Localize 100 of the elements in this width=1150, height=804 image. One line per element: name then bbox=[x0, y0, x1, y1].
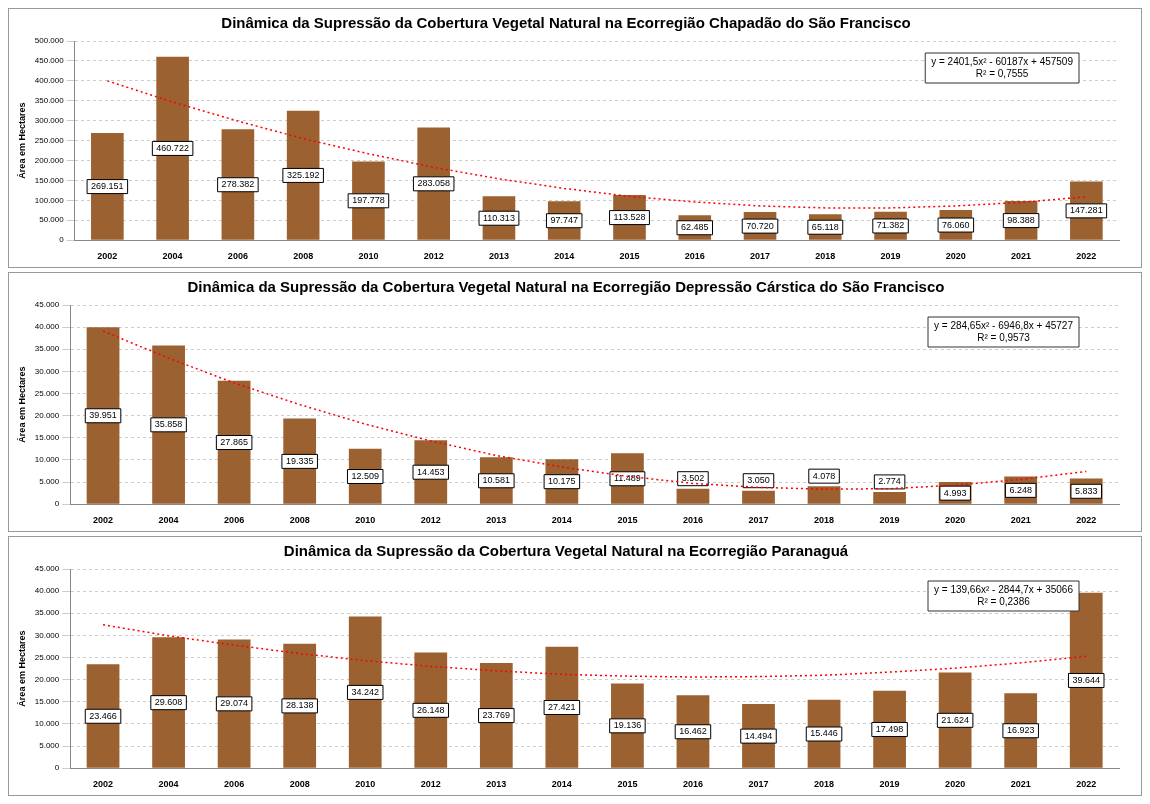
data-label: 15.446 bbox=[810, 728, 838, 739]
y-tick-label: 10.000 bbox=[34, 719, 60, 729]
y-tick-label: 150.000 bbox=[34, 175, 65, 185]
data-label: 2.774 bbox=[878, 476, 901, 487]
x-tick-label: 2021 bbox=[1010, 779, 1031, 790]
data-label: 325.192 bbox=[286, 169, 320, 180]
y-tick-label: 0 bbox=[54, 499, 60, 509]
x-tick-label: 2019 bbox=[880, 251, 901, 262]
x-tick-label: 2015 bbox=[617, 515, 638, 526]
annotation: y = 2401,5x² - 60187x + 457509 bbox=[931, 55, 1074, 67]
y-tick-label: 15.000 bbox=[34, 433, 60, 442]
data-label: 14.494 bbox=[744, 730, 773, 741]
x-tick-label: 2004 bbox=[158, 779, 179, 790]
data-label: 65.118 bbox=[811, 221, 839, 232]
y-tick-label: 40.000 bbox=[34, 586, 60, 596]
y-tick-label: 10.000 bbox=[34, 455, 60, 465]
x-tick-label: 2017 bbox=[750, 251, 771, 262]
x-tick-label: 2020 bbox=[945, 779, 966, 790]
x-tick-label: 2019 bbox=[879, 515, 900, 526]
y-tick-label: 350.000 bbox=[34, 95, 65, 105]
bar bbox=[156, 56, 189, 240]
data-label: 3.502 bbox=[681, 473, 705, 484]
y-tick-label: 0 bbox=[59, 235, 65, 245]
x-tick-label: 2010 bbox=[355, 779, 376, 790]
y-tick-label: 30.000 bbox=[34, 630, 60, 640]
bar bbox=[676, 488, 710, 504]
data-label: 19.335 bbox=[285, 455, 314, 466]
x-tick-label: 2022 bbox=[1076, 515, 1097, 526]
x-tick-label: 2012 bbox=[423, 251, 444, 262]
bar bbox=[742, 490, 775, 504]
x-tick-label: 2012 bbox=[420, 779, 441, 790]
data-label: 35.858 bbox=[154, 419, 183, 430]
data-label: 23.466 bbox=[89, 710, 117, 721]
x-tick-label: 2008 bbox=[289, 515, 310, 526]
x-tick-label: 2022 bbox=[1076, 779, 1097, 790]
data-label: 98.388 bbox=[1007, 215, 1035, 226]
data-label: 269.151 bbox=[91, 181, 124, 192]
chart-title: Dinâmica da Supressão da Cobertura Vegetal Natural na Ecorregião Chapadão do São Francisco bbox=[221, 14, 911, 32]
data-label: 5.833 bbox=[1074, 485, 1098, 496]
x-tick-label: 2004 bbox=[162, 251, 183, 262]
x-tick-label: 2015 bbox=[619, 251, 640, 262]
y-tick-label: 20.000 bbox=[34, 410, 60, 420]
x-tick-label: 2006 bbox=[224, 515, 245, 526]
annotation: y = 139,66x² - 2844,7x + 35066 bbox=[934, 583, 1074, 595]
data-label: 16.462 bbox=[679, 726, 707, 737]
x-tick-label: 2002 bbox=[93, 515, 114, 526]
y-tick-label: 40.000 bbox=[34, 322, 60, 332]
y-tick-label: 45.000 bbox=[34, 564, 60, 574]
data-label: 39.644 bbox=[1072, 674, 1100, 685]
x-tick-label: 2016 bbox=[682, 779, 703, 790]
x-tick-label: 2006 bbox=[227, 251, 248, 262]
x-tick-label: 2020 bbox=[945, 515, 966, 526]
data-label: 10.581 bbox=[482, 475, 511, 486]
x-tick-label: 2018 bbox=[814, 515, 835, 526]
data-label: 4.993 bbox=[943, 487, 967, 498]
data-label: 23.769 bbox=[482, 710, 511, 721]
data-label: 6.248 bbox=[1009, 484, 1032, 495]
y-tick-label: 20.000 bbox=[34, 674, 60, 684]
data-label: 76.060 bbox=[942, 219, 970, 230]
x-tick-label: 2010 bbox=[358, 251, 379, 262]
y-tick-label: 5.000 bbox=[39, 477, 60, 487]
y-tick-label: 5.000 bbox=[39, 741, 60, 751]
x-tick-label: 2017 bbox=[748, 515, 769, 526]
y-tick-label: 25.000 bbox=[34, 388, 60, 398]
x-tick-label: 2015 bbox=[617, 779, 638, 790]
chart-title: Dinâmica da Supressão da Cobertura Vegetal Natural na Ecorregião Depressão Cárstica do São Francisco bbox=[187, 278, 945, 296]
x-tick-label: 2019 bbox=[879, 779, 900, 790]
y-tick-label: 35.000 bbox=[34, 344, 60, 354]
line-series bbox=[102, 624, 1087, 678]
x-tick-label: 2020 bbox=[945, 251, 966, 262]
chart-title: Dinâmica da Supressão da Cobertura Vegetal Natural na Ecorregião Paranaguá bbox=[283, 542, 849, 560]
data-label: 39.951 bbox=[89, 410, 117, 421]
y-tick-label: 15.000 bbox=[34, 697, 60, 706]
x-tick-label: 2018 bbox=[815, 251, 836, 262]
data-label: 14.453 bbox=[417, 466, 445, 477]
y-axis-title: Área em Hectares bbox=[16, 366, 27, 443]
data-label: 27.421 bbox=[548, 701, 576, 712]
data-label: 28.138 bbox=[285, 700, 314, 711]
data-label: 71.382 bbox=[876, 220, 905, 231]
y-tick-label: 30.000 bbox=[34, 366, 60, 376]
x-tick-label: 2016 bbox=[682, 515, 703, 526]
data-label: 17.498 bbox=[875, 723, 904, 734]
x-tick-label: 2010 bbox=[355, 515, 376, 526]
x-tick-label: 2002 bbox=[97, 251, 118, 262]
data-label: 147.281 bbox=[1070, 205, 1103, 216]
x-tick-label: 2018 bbox=[814, 779, 835, 790]
bar bbox=[873, 491, 906, 504]
data-label: 11.489 bbox=[613, 473, 641, 484]
y-tick-label: 0 bbox=[54, 763, 60, 773]
data-label: 27.865 bbox=[220, 437, 248, 448]
data-label: 460.722 bbox=[156, 142, 189, 153]
y-axis-title: Área em Hectares bbox=[16, 102, 27, 179]
x-tick-label: 2008 bbox=[289, 779, 310, 790]
data-label: 12.509 bbox=[351, 471, 379, 481]
data-label: 113.528 bbox=[613, 212, 646, 223]
data-label: 4.078 bbox=[812, 470, 836, 481]
y-tick-label: 300.000 bbox=[34, 115, 65, 125]
y-tick-label: 25.000 bbox=[34, 652, 60, 662]
y-tick-label: 45.000 bbox=[34, 300, 60, 310]
x-tick-label: 2022 bbox=[1076, 251, 1097, 262]
